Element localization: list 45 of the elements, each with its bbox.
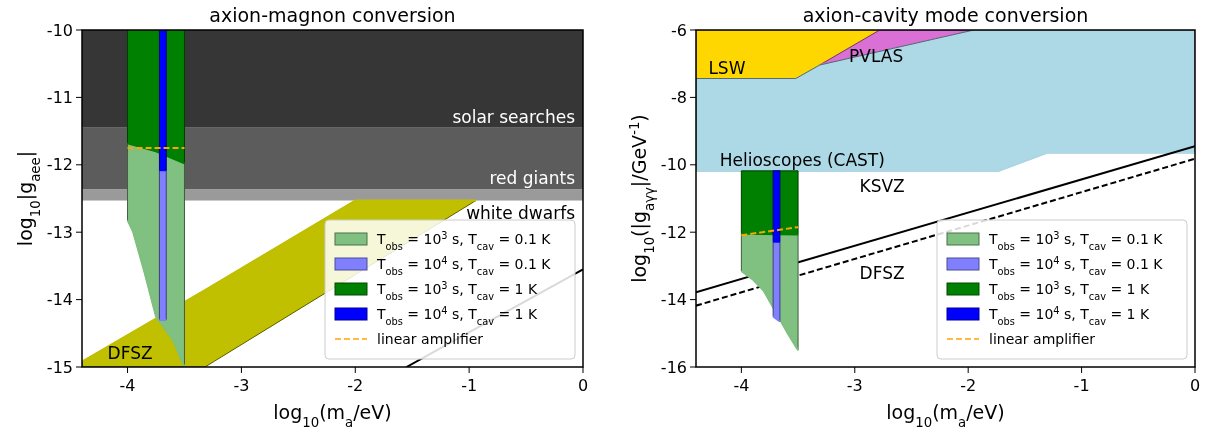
x-tick-label: -1 [1073, 376, 1090, 395]
x-tick-label: -2 [347, 376, 364, 395]
y-tick-label: -16 [660, 357, 687, 377]
x-tick-label: 0 [1189, 376, 1201, 395]
legend-label: T$_{obs}$ = 10$^{3}$ s, T$_{cav}$ = 1 K [376, 279, 538, 302]
legend-label: T$_{obs}$ = 10$^{3}$ s, T$_{cav}$ = 0.1 K [988, 229, 1164, 252]
legend-label: T$_{obs}$ = 10$^{4}$ s, T$_{cav}$ = 1 K [376, 304, 538, 327]
y-tick-label: -12 [660, 222, 687, 242]
legend-label: linear amplifier [989, 330, 1096, 347]
y-tick-label: -15 [46, 357, 73, 377]
x-tick-label: -3 [846, 376, 863, 395]
annotation: KSVZ [859, 175, 905, 196]
annotation: PVLAS [849, 45, 904, 66]
y-tick-label: -10 [46, 20, 73, 40]
y-tick-label: -12 [46, 155, 73, 175]
y-tick-label: -8 [671, 88, 687, 107]
x-axis-title: log$_{10}$(m$_{a}$/eV) [273, 401, 392, 430]
legend-label: T$_{obs}$ = 10$^{4}$ s, T$_{cav}$ = 0.1 K [988, 254, 1164, 277]
annotation: LSW [708, 58, 746, 79]
y-tick-label: -11 [46, 88, 73, 107]
x-tick-label: -4 [119, 376, 136, 395]
legend-label: linear amplifier [377, 330, 484, 347]
annotation: Helioscopes (CAST) [719, 150, 885, 171]
y-tick-label: -14 [46, 290, 73, 310]
x-tick-label: -2 [960, 376, 977, 395]
legend-label: T$_{obs}$ = 10$^{4}$ s, T$_{cav}$ = 1 K [988, 304, 1150, 327]
x-tick-label: -3 [233, 376, 250, 395]
y-tick-label: -14 [660, 290, 687, 310]
band-label: white dwarfs [466, 202, 576, 223]
y-tick-label: -10 [660, 155, 687, 175]
x-tick-label: -1 [461, 376, 478, 395]
legend-label: T$_{obs}$ = 10$^{3}$ s, T$_{cav}$ = 0.1 K [376, 229, 552, 252]
x-tick-label: -4 [733, 376, 750, 395]
annotation: DFSZ [107, 342, 153, 363]
y-tick-label: -6 [671, 20, 687, 40]
band-label: red giants [489, 168, 576, 189]
legend-label: T$_{obs}$ = 10$^{4}$ s, T$_{cav}$ = 0.1 K [376, 254, 552, 277]
legend-label: T$_{obs}$ = 10$^{3}$ s, T$_{cav}$ = 1 K [988, 279, 1150, 302]
band-label: solar searches [452, 106, 576, 127]
x-tick-label: 0 [577, 376, 589, 395]
y-tick-label: -13 [46, 222, 73, 242]
chart-title: axion-cavity mode conversion [802, 4, 1089, 26]
x-axis-title: log$_{10}$(m$_{a}$/eV) [886, 401, 1005, 430]
annotation: DFSZ [859, 262, 905, 283]
chart-title: axion-magnon conversion [209, 4, 456, 26]
